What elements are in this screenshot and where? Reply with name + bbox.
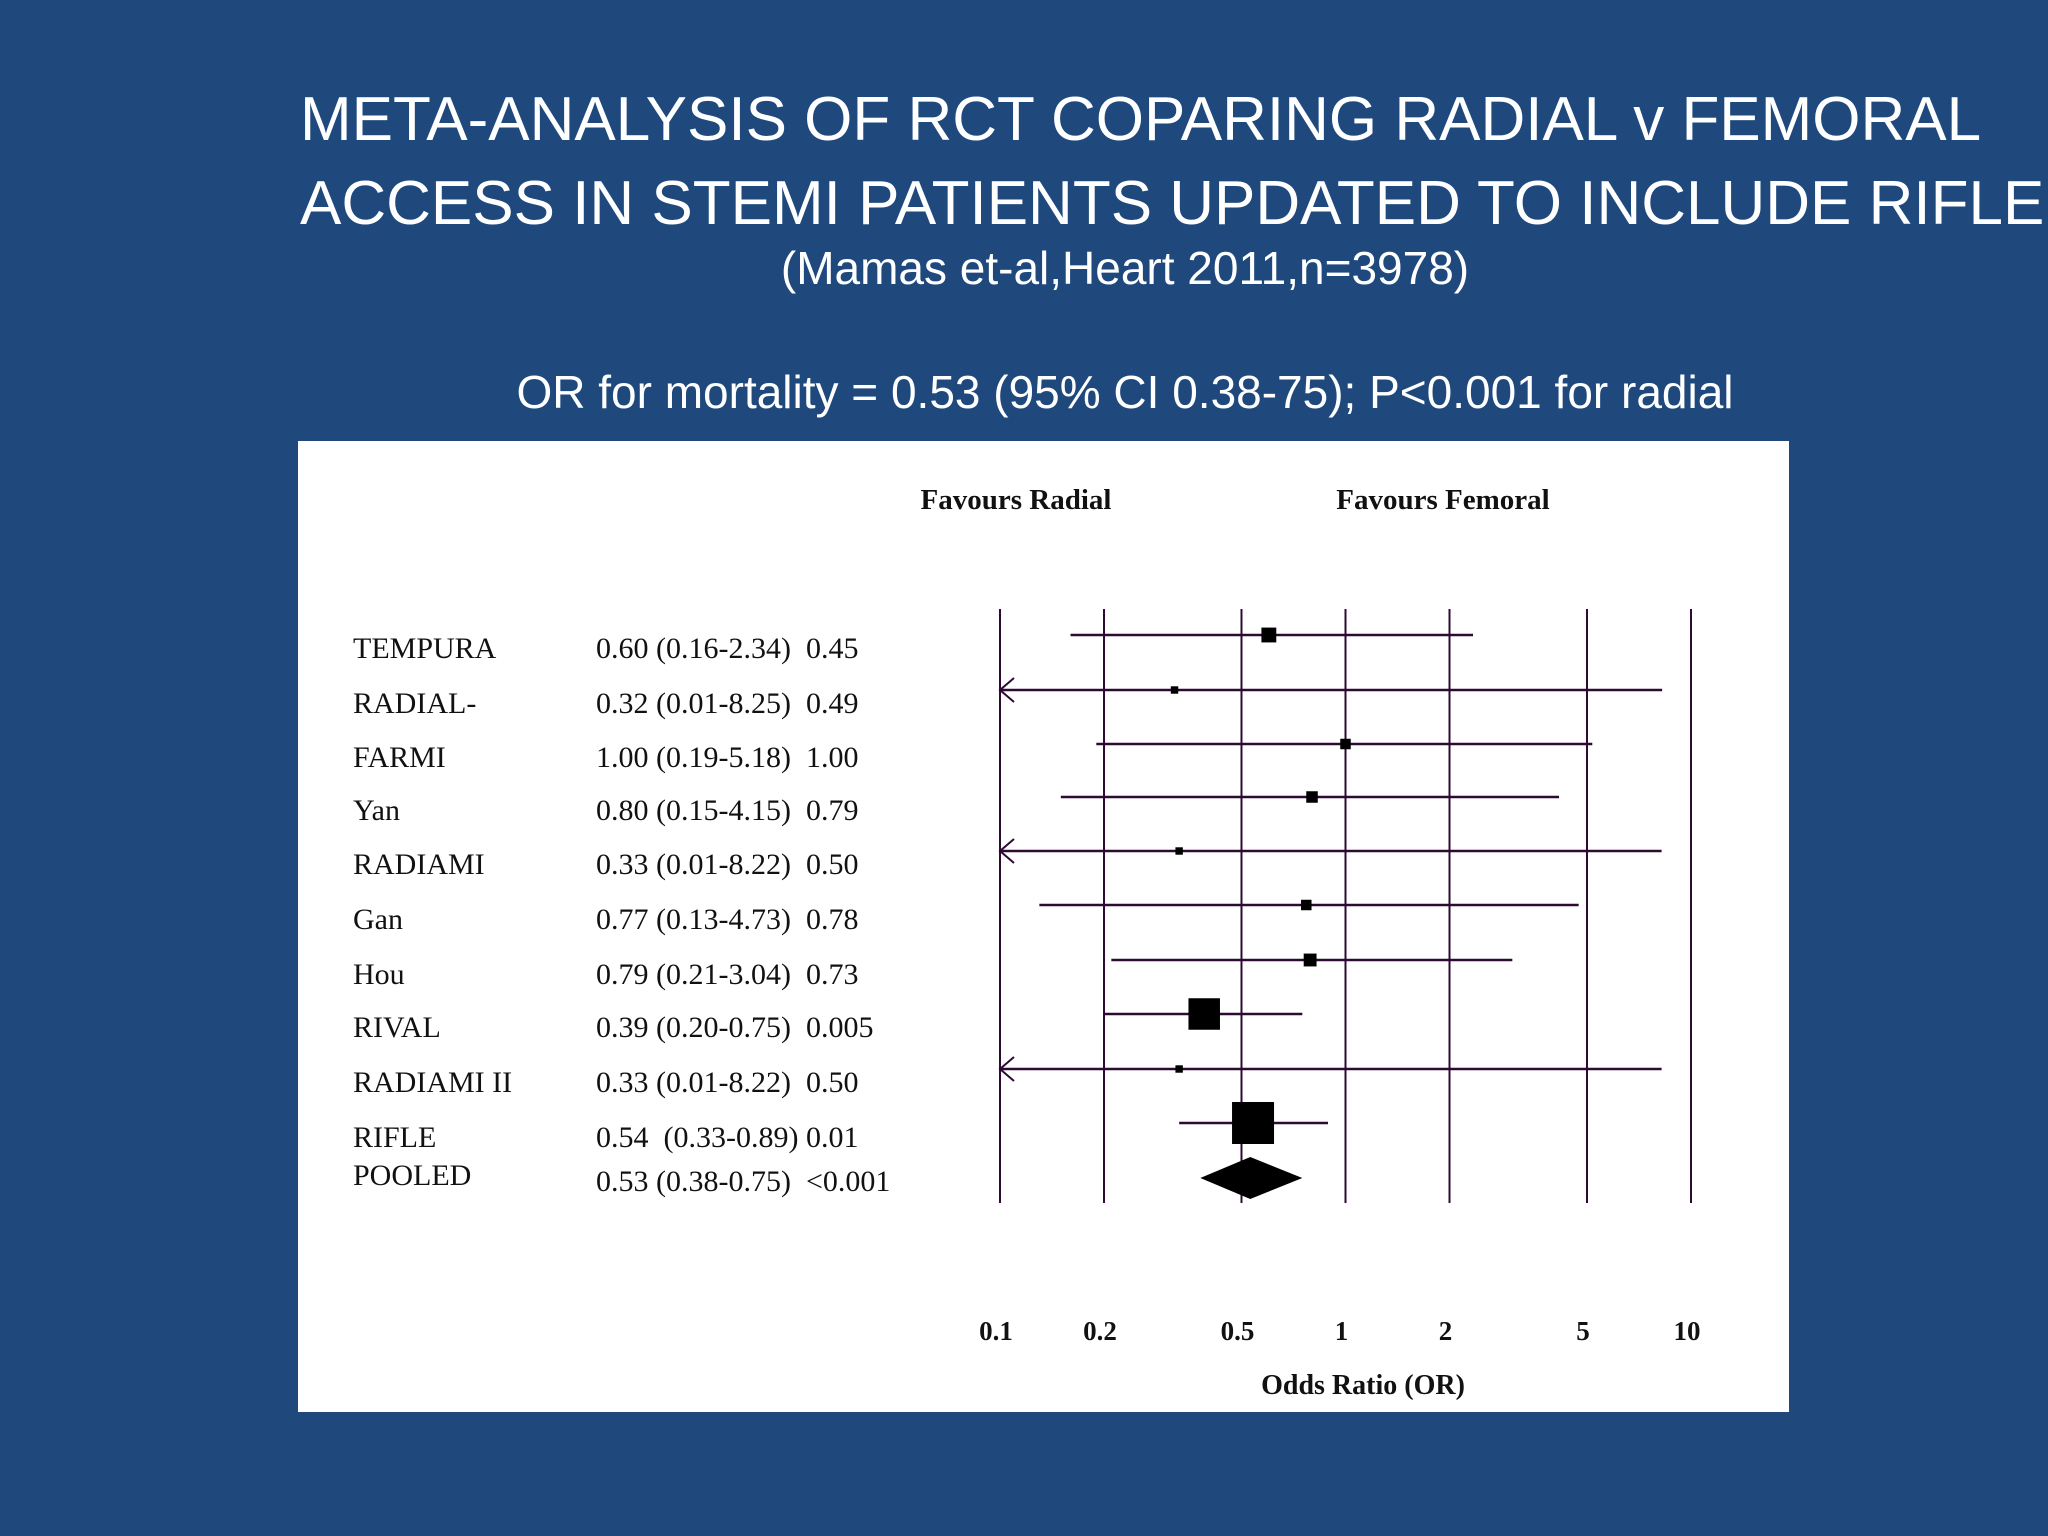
study-label: POOLED	[353, 1159, 471, 1192]
x-tick-label: 0.5	[1221, 1316, 1255, 1346]
forest-plot-panel: Favours Radial Favours Femoral TEMPURA RA…	[298, 441, 1789, 1412]
point-estimate-square	[1170, 686, 1179, 694]
study-label: Yan	[353, 794, 400, 827]
study-label: RIVAL	[353, 1011, 441, 1044]
favours-radial-label: Favours Radial	[921, 484, 1112, 516]
x-tick-label: 1	[1335, 1316, 1349, 1346]
study-stats-text: 0.80 (0.15-4.15) 0.79	[596, 794, 858, 827]
citation: (Mamas et-al,Heart 2011,n=3978)	[780, 242, 1470, 294]
study-label: TEMPURA	[353, 632, 497, 665]
forest-plot: Favours Radial Favours Femoral TEMPURA RA…	[353, 484, 1701, 1401]
study-label: RADIAMI	[353, 848, 485, 881]
study-label: Gan	[353, 903, 403, 936]
point-estimate-square	[1175, 1065, 1183, 1073]
x-tick-label: 5	[1576, 1316, 1590, 1346]
point-estimate-square	[1301, 899, 1312, 911]
slide-title: META-ANALYSIS OF RCT COPARING RADIAL v F…	[300, 78, 2045, 246]
slide-title-line-1: META-ANALYSIS OF RCT COPARING RADIAL v F…	[300, 85, 1982, 154]
slide-title-line-2: ACCESS IN STEMI PATIENTS UPDATED TO INCL…	[300, 169, 2045, 238]
study-stats-text: 0.77 (0.13-4.73) 0.78	[596, 903, 858, 936]
point-estimate-square	[1340, 738, 1351, 750]
study-label: RADIAL-	[353, 687, 476, 720]
x-tick-label: 2	[1439, 1316, 1453, 1346]
ci-arrow-left	[998, 1056, 1015, 1082]
point-estimate-square	[1303, 953, 1317, 967]
point-estimate-square	[1232, 1102, 1275, 1144]
study-stats-text: 0.33 (0.01-8.22) 0.50	[596, 1066, 858, 1099]
x-tick-label: 10	[1674, 1316, 1701, 1346]
study-stats-text: 0.79 (0.21-3.04) 0.73	[596, 958, 858, 991]
ci-arrow-left	[998, 838, 1015, 864]
study-stats-text: 1.00 (0.19-5.18) 1.00	[596, 741, 858, 774]
summary-statistic: OR for mortality = 0.53 (95% CI 0.38-75)…	[516, 366, 1734, 418]
ci-arrow-left	[998, 677, 1015, 703]
study-stats-text: 0.54 (0.33-0.89) 0.01	[596, 1121, 858, 1154]
study-label: RADIAMI II	[353, 1066, 512, 1099]
study-label: FARMI	[353, 741, 446, 774]
study-stats-text: 0.53 (0.38-0.75) <0.001	[596, 1165, 890, 1198]
study-stats-text: 0.39 (0.20-0.75) 0.005	[596, 1011, 873, 1044]
point-estimate-square	[1175, 847, 1183, 855]
pooled-estimate-diamond	[1200, 1157, 1303, 1199]
x-axis-label: Odds Ratio (OR)	[1261, 1370, 1465, 1401]
point-estimate-square	[1261, 627, 1277, 643]
study-stats-text: 0.32 (0.01-8.25) 0.49	[596, 687, 858, 720]
study-stats-text: 0.60 (0.16-2.34) 0.45	[596, 632, 858, 665]
study-label: Hou	[353, 958, 405, 991]
point-estimate-square	[1188, 998, 1220, 1030]
point-estimate-square	[1306, 791, 1318, 803]
study-stats-text: 0.33 (0.01-8.22) 0.50	[596, 848, 858, 881]
x-tick-label: 0.1	[979, 1316, 1013, 1346]
x-tick-label: 0.2	[1083, 1316, 1117, 1346]
study-label: RIFLE	[353, 1121, 436, 1154]
favours-femoral-label: Favours Femoral	[1336, 484, 1549, 516]
